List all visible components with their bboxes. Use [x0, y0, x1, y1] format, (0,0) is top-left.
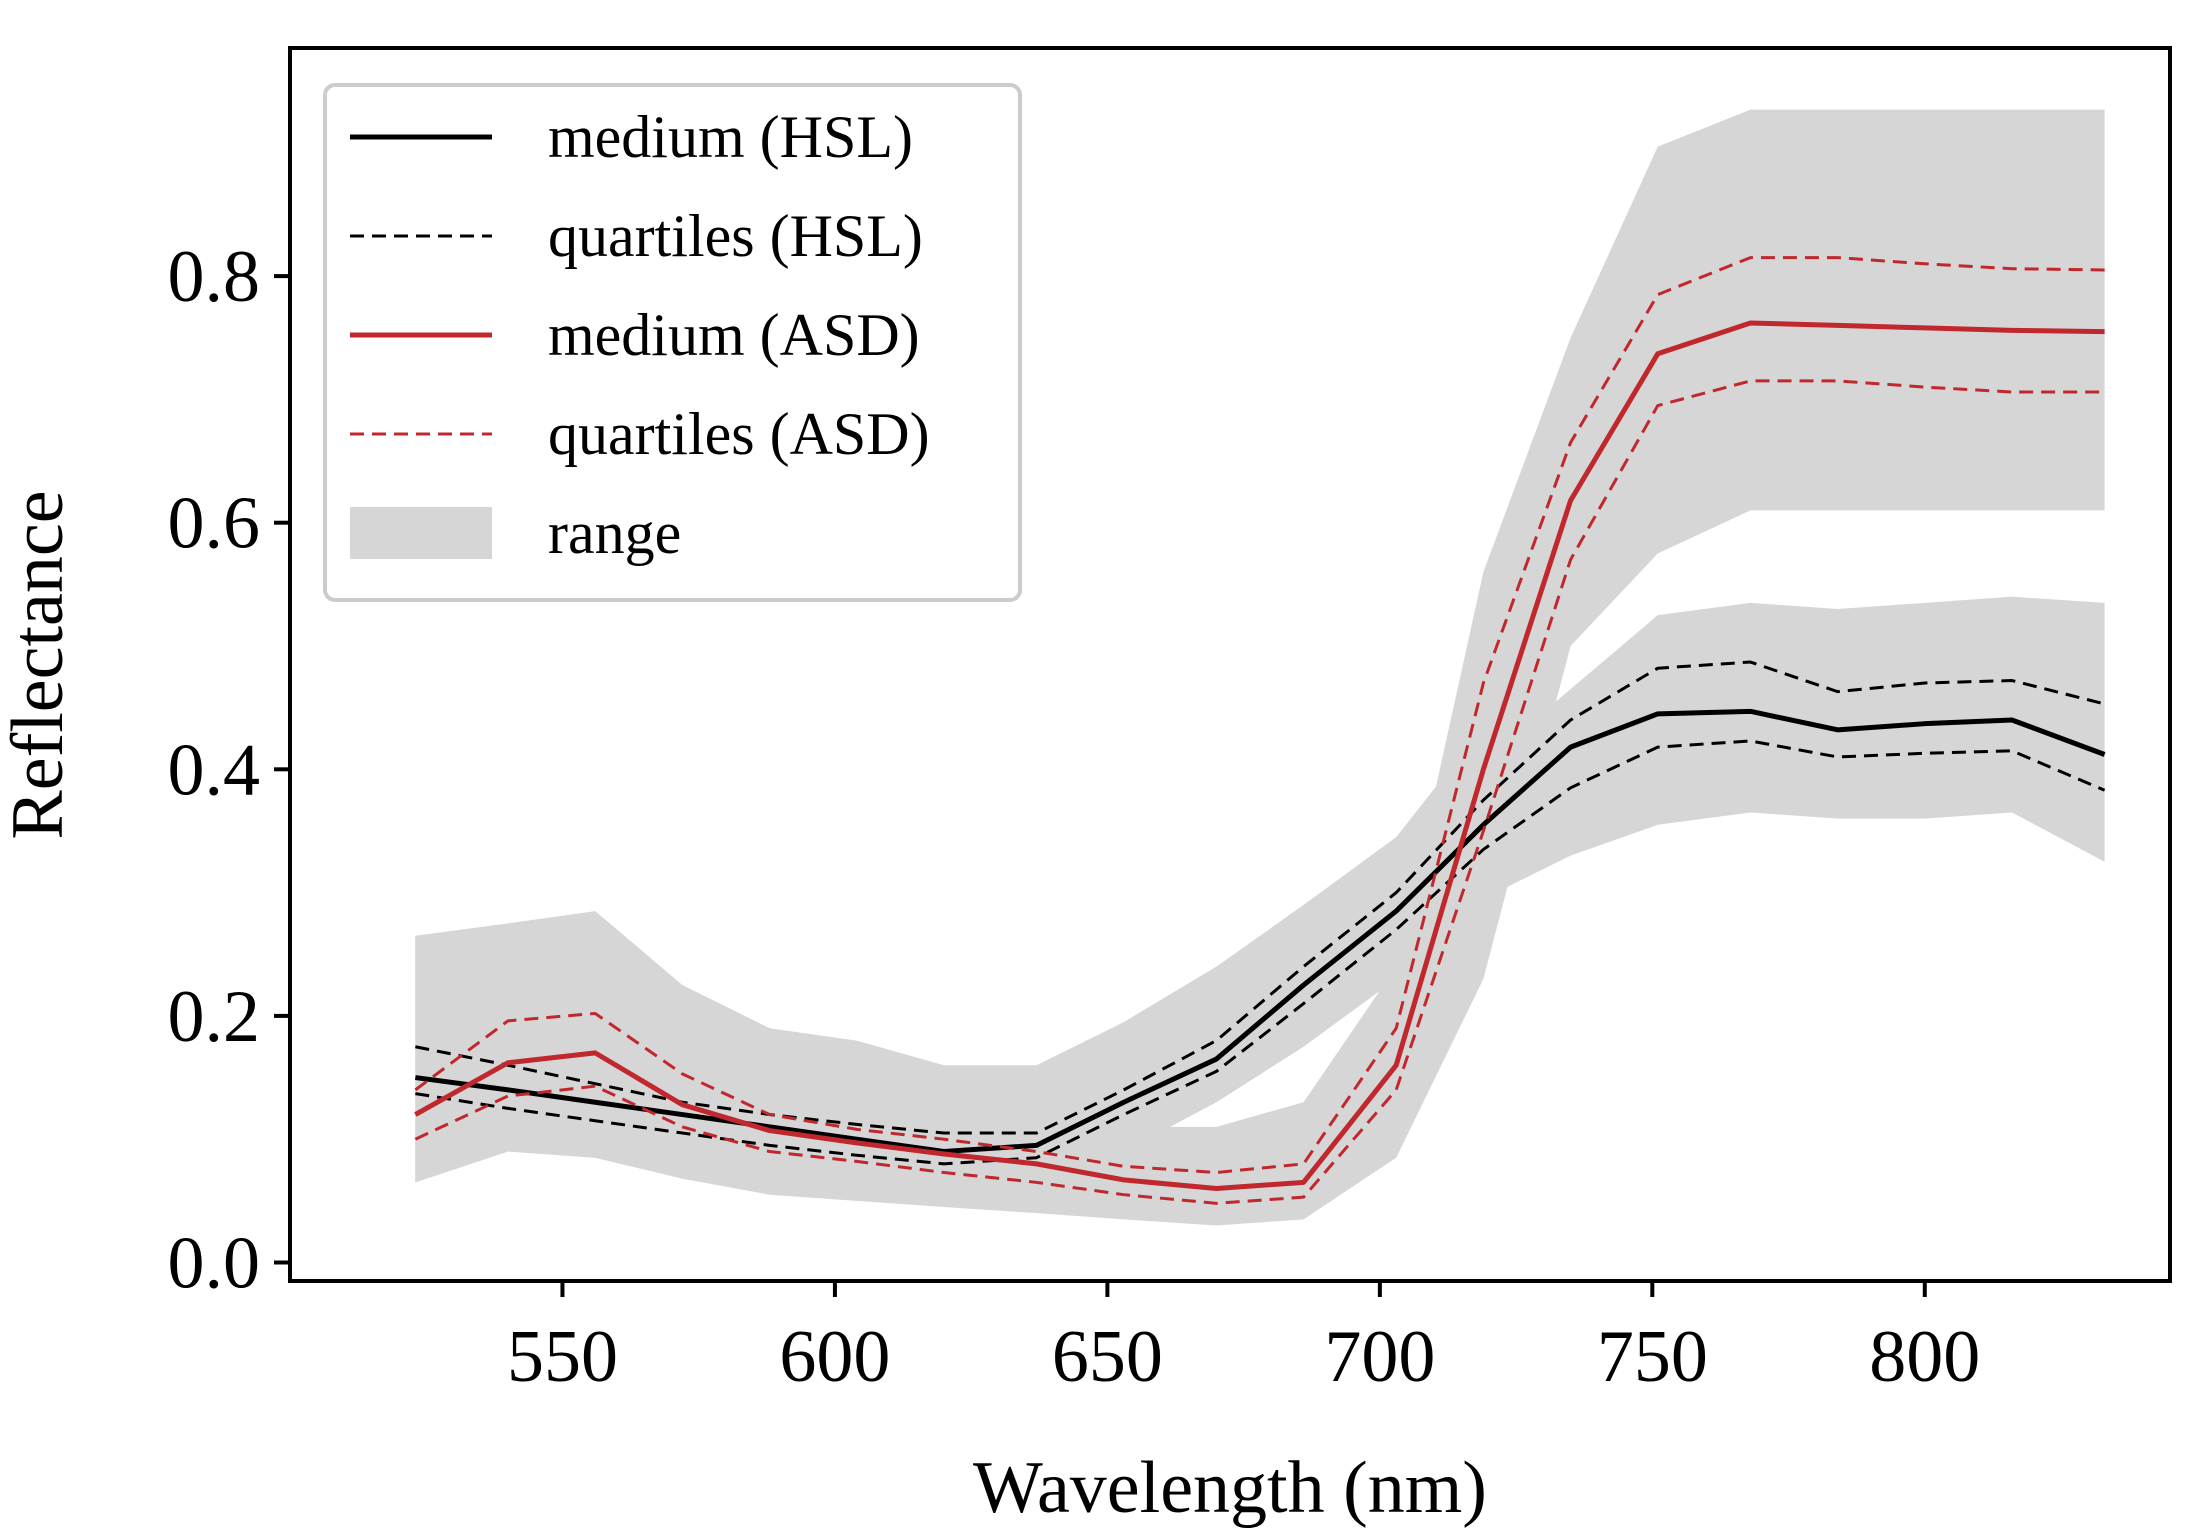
y-tick-label: 0.2 — [168, 976, 261, 1058]
series-line-quartiles-hsl-lower — [415, 739, 2106, 1166]
plot-area-frame — [288, 46, 2172, 1283]
x-tick-label: 650 — [1052, 1316, 1163, 1398]
series-line-medium-asd — [414, 320, 2105, 1192]
series-layer — [414, 256, 2106, 1205]
y-tick-label: 0.8 — [168, 236, 261, 318]
legend-box — [323, 83, 1022, 602]
legend-label-range: range — [548, 500, 681, 566]
y-tick-label: 0.4 — [168, 729, 261, 811]
legend-label-medium-hsl: medium (HSL) — [548, 104, 913, 170]
range-layer — [415, 109, 2105, 1226]
legend-label-quartiles-asd: quartiles (ASD) — [548, 401, 930, 467]
y-axis-label: Reflectance — [0, 490, 79, 839]
y-tick-label: 0.6 — [168, 483, 261, 565]
x-tick-label: 750 — [1597, 1316, 1708, 1398]
series-line-quartiles-hsl-upper — [415, 660, 2105, 1135]
range-band-asd — [415, 109, 2105, 1226]
x-tick-label: 700 — [1324, 1316, 1435, 1398]
series-line-medium-hsl — [415, 708, 2106, 1155]
x-tick-label: 600 — [779, 1316, 890, 1398]
tick-layer: 550 600 650 700 750 800 0.0 0.2 0.4 0.6 0.8 — [168, 236, 1981, 1398]
legend-label-quartiles-hsl: quartiles (HSL) — [548, 203, 923, 269]
legend-swatch-range — [350, 507, 492, 559]
legend: medium (HSL) quartiles (HSL) medium (ASD) q… — [323, 83, 1022, 602]
x-tick-label: 550 — [507, 1316, 618, 1398]
y-tick-label: 0.0 — [168, 1223, 261, 1305]
legend-label-medium-asd: medium (ASD) — [548, 302, 920, 368]
x-tick-label: 800 — [1869, 1316, 1980, 1398]
series-line-quartiles-asd-lower — [414, 379, 2105, 1205]
x-axis-label: Wavelength (nm) — [973, 1447, 1487, 1529]
